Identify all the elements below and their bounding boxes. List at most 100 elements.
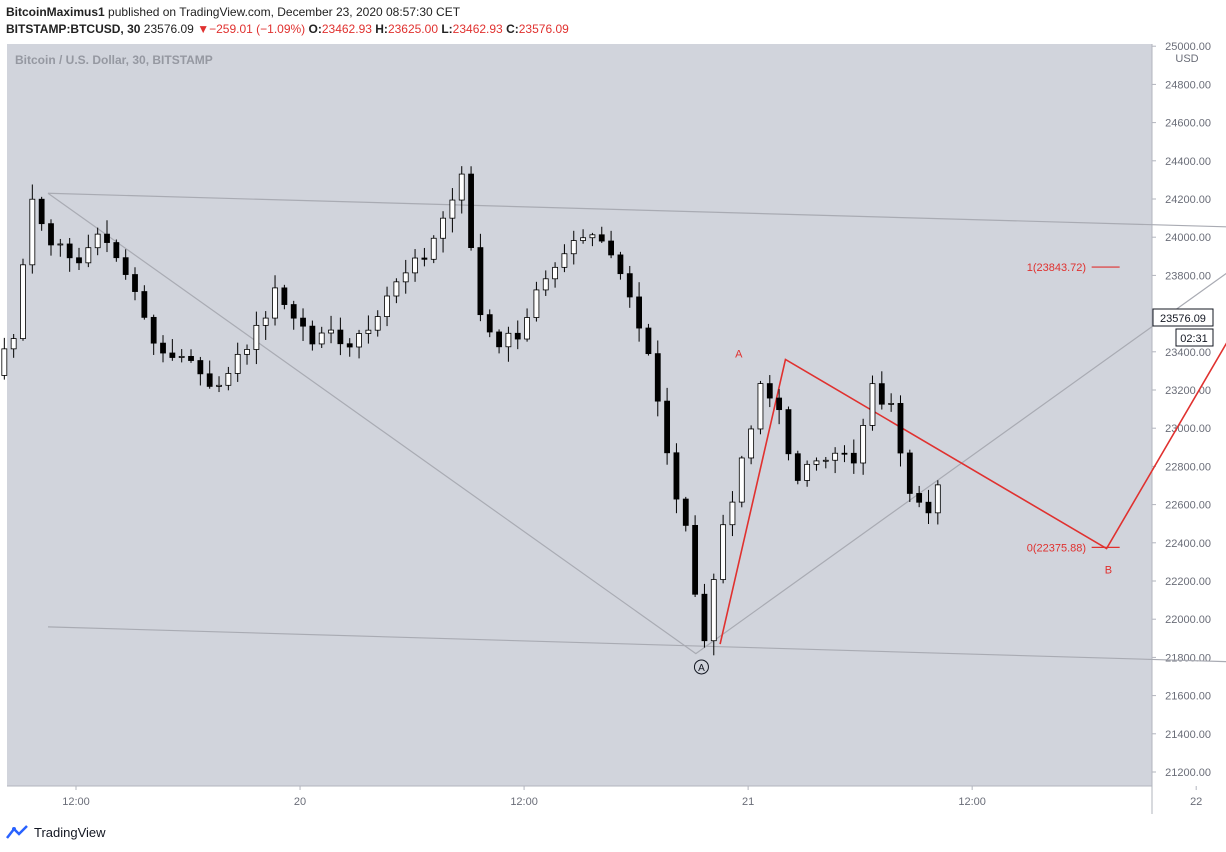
last-price-box <box>1152 308 1214 327</box>
candle-down <box>486 314 493 333</box>
high-label: H: <box>375 22 388 36</box>
price-tick-label: 23400.00 <box>1165 347 1211 359</box>
candle-up <box>561 253 568 268</box>
candle-down <box>897 403 904 454</box>
candle-down <box>421 257 428 260</box>
countdown-box <box>1175 328 1214 347</box>
candle-up <box>85 247 92 264</box>
wave-label: A <box>735 349 743 361</box>
candle-down <box>38 198 45 225</box>
price-axis-ticks: 21200.00 21400.00 21600.00 21800.00 22000.00… <box>1152 41 1211 779</box>
tradingview-brand[interactable]: TradingView <box>6 824 106 840</box>
candle-down <box>925 501 932 514</box>
change-value: −259.01 (−1.09%) <box>209 22 306 36</box>
candle-up <box>804 463 811 481</box>
candle-down <box>654 353 661 402</box>
candle-up <box>860 425 867 464</box>
candle-up <box>813 460 820 465</box>
candle-down <box>598 234 605 242</box>
price-tick-label: 24000.00 <box>1165 232 1211 244</box>
candle-up <box>552 266 558 280</box>
author-name[interactable]: BitcoinMaximus1 <box>6 5 105 19</box>
candle-up <box>888 403 895 405</box>
candle-up <box>29 198 36 266</box>
candle-down <box>188 355 194 361</box>
publish-info: BitcoinMaximus1 published on TradingView… <box>6 5 460 19</box>
candle-down <box>160 342 166 354</box>
candle-down <box>113 242 120 259</box>
candle-down <box>514 332 521 340</box>
candle-down <box>132 274 138 292</box>
brand-text: TradingView <box>34 824 106 840</box>
price-tick-label: 24200.00 <box>1165 194 1211 206</box>
price-tick-label: 22400.00 <box>1165 538 1211 550</box>
candle-down <box>906 452 913 494</box>
publish-text: published on TradingView.com, December 2… <box>108 5 461 19</box>
candle-down <box>468 173 474 248</box>
candle-up <box>832 452 839 461</box>
candle-down <box>76 257 82 264</box>
time-tick-label: 12:00 <box>958 796 986 808</box>
ohlc-legend: BITSTAMP:BTCUSD, 30 23576.09 ▼−259.01 (−… <box>6 22 569 36</box>
low-value: 23462.93 <box>452 22 503 36</box>
wave-abc-outer-line <box>47 192 1226 655</box>
candle-up <box>412 257 418 274</box>
candle-up <box>505 332 512 348</box>
time-tick-label: 21 <box>742 796 754 808</box>
plot-area[interactable] <box>7 44 1152 786</box>
candle-up <box>570 240 577 255</box>
candle-down <box>645 327 652 355</box>
price-tick-label: 22200.00 <box>1165 576 1211 588</box>
candle-down <box>48 223 54 246</box>
price-tick-label: 23000.00 <box>1165 423 1211 435</box>
candle-down <box>169 352 176 358</box>
tradingview-logo-icon <box>6 825 28 839</box>
price-tick-label: 23800.00 <box>1165 270 1211 282</box>
price-tick-label: 21800.00 <box>1165 652 1211 664</box>
candle-down <box>664 400 671 454</box>
candle-down <box>776 397 783 411</box>
price-axis[interactable] <box>1152 44 1222 814</box>
candle-down <box>66 243 73 259</box>
candle-up <box>20 264 26 339</box>
candle-up <box>738 457 745 503</box>
candle-down <box>766 383 773 399</box>
candle-up <box>748 428 755 459</box>
currency-label: USD <box>1175 53 1198 65</box>
candle-down <box>617 254 624 275</box>
drawing-overlay <box>47 192 1226 663</box>
candle-down <box>636 296 642 329</box>
candle-up <box>524 317 530 340</box>
candle-down <box>309 325 316 345</box>
candle-down <box>281 287 288 305</box>
candle-up <box>393 281 400 297</box>
candle-up <box>216 384 222 387</box>
fib-level-label: 1(23843.72) <box>1027 262 1086 274</box>
time-tick-label: 20 <box>294 796 306 808</box>
price-tick-label: 21400.00 <box>1165 729 1211 741</box>
price-tick-label: 23200.00 <box>1165 385 1211 397</box>
open-label: O: <box>308 22 322 36</box>
high-value: 23625.00 <box>387 22 438 36</box>
candle-down <box>916 493 923 503</box>
candle-up <box>542 278 549 291</box>
time-axis[interactable] <box>7 786 1152 814</box>
candle-down <box>477 247 484 316</box>
price-tick-label: 22800.00 <box>1165 461 1211 473</box>
candle-up <box>225 373 232 386</box>
candle-down <box>122 257 129 275</box>
countdown-label: 02:31 <box>1180 333 1208 345</box>
down-arrow-icon: ▼ <box>197 22 210 36</box>
candle-down <box>841 452 848 455</box>
candle-down <box>785 409 792 455</box>
candle-down <box>673 452 680 500</box>
candle-down <box>701 593 708 642</box>
low-label: L: <box>441 22 453 36</box>
price-tick-label: 24800.00 <box>1165 79 1211 91</box>
wave-abc-inner-line <box>719 342 1226 645</box>
close-label: C: <box>506 22 519 36</box>
candle-up <box>318 332 325 345</box>
time-tick-label: 22 <box>1190 796 1202 808</box>
